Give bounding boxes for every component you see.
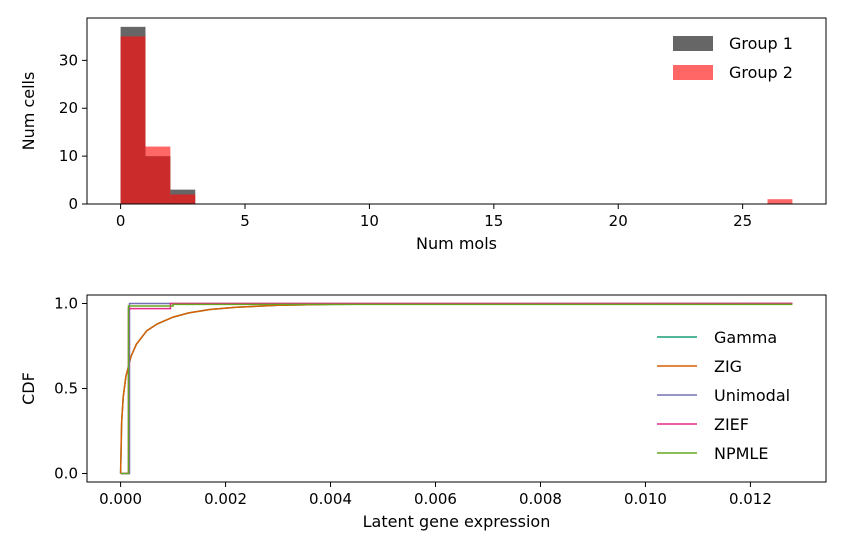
legend-label: Group 2 — [729, 63, 793, 82]
x-tick-label: 25 — [733, 212, 752, 230]
y-axis-label: Num cells — [19, 72, 38, 151]
x-tick-label: 0.002 — [204, 490, 247, 508]
y-tick-label: 0.5 — [54, 380, 78, 398]
legend: Group 1 Group 2 — [673, 34, 793, 82]
legend: Gamma ZIG Unimodal ZIEF NPMLE — [657, 328, 790, 463]
legend-label: ZIEF — [714, 415, 749, 434]
x-tick-label: 0.012 — [729, 490, 772, 508]
x-tick-label: 0 — [116, 212, 126, 230]
x-tick-label: 20 — [609, 212, 628, 230]
legend-label: NPMLE — [714, 444, 768, 463]
cdf-line-npmle — [120, 303, 793, 475]
legend-label: Group 1 — [729, 34, 793, 53]
legend-label: ZIG — [714, 357, 742, 376]
cdf-line-unimodal — [120, 302, 793, 475]
x-tick-label: 0.010 — [624, 490, 667, 508]
legend-swatch — [673, 65, 713, 80]
histogram-bar-overlap — [170, 194, 196, 204]
y-axis-label: CDF — [19, 372, 38, 405]
x-tick-label: 0.006 — [414, 490, 457, 508]
legend-swatch — [673, 36, 713, 51]
legend-label: Unimodal — [714, 386, 790, 405]
x-tick-label: 0.008 — [519, 490, 562, 508]
x-axis-label: Latent gene expression — [363, 512, 551, 531]
cdf-line-zief — [120, 302, 793, 475]
x-tick-label: 5 — [240, 212, 250, 230]
x-tick-label: 15 — [484, 212, 503, 230]
cdf-panel: 0.000 0.002 0.004 0.006 0.008 0.010 0.012 0.0 0.… — [19, 294, 827, 531]
x-tick-label: 0.004 — [309, 490, 352, 508]
x-tick-label: 0.000 — [99, 490, 142, 508]
legend-label: Gamma — [714, 328, 777, 347]
cdf-line-zig — [119, 302, 793, 474]
y-tick-label: 0.0 — [54, 465, 78, 483]
histogram-bar-group-2 — [767, 199, 793, 204]
axes-frame — [86, 17, 827, 205]
cdf-line-gamma — [119, 302, 793, 474]
histogram-bar-group-2 — [145, 146, 171, 157]
histogram-panel: 0 5 10 15 20 25 0 10 20 30 Num mols Num cells Group … — [19, 17, 827, 253]
y-tick-label: 1.0 — [54, 295, 78, 313]
histogram-bar-overlap — [120, 36, 146, 204]
x-tick-label: 10 — [360, 212, 379, 230]
y-tick-label: 0 — [68, 195, 78, 213]
histogram-bar-overlap — [145, 156, 171, 204]
x-axis-label: Num mols — [416, 234, 497, 253]
y-tick-label: 20 — [59, 99, 78, 117]
axes-frame — [86, 294, 827, 483]
y-tick-label: 30 — [59, 51, 78, 69]
y-tick-label: 10 — [59, 147, 78, 165]
